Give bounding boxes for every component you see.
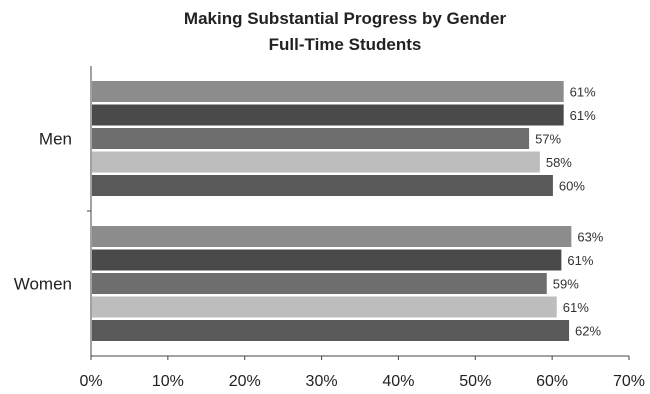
x-tick-label: 60% <box>536 373 568 390</box>
data-label-women-4: 61% <box>563 300 589 315</box>
bar-men-4 <box>92 151 540 173</box>
data-label-men-4: 58% <box>546 155 572 170</box>
bar-men-5 <box>92 175 553 196</box>
x-tick-label: 10% <box>152 373 184 390</box>
x-tick-label: 40% <box>382 373 414 390</box>
x-tick-label: 70% <box>613 373 645 390</box>
axes <box>87 66 629 357</box>
bar-women-5 <box>92 320 570 341</box>
bar-group <box>92 81 572 341</box>
x-tick-label: 20% <box>229 373 261 390</box>
bar-women-1 <box>92 226 572 247</box>
chart-subtitle: Full-Time Students <box>269 35 422 54</box>
data-label-men-3: 57% <box>535 132 561 147</box>
x-tick-label: 30% <box>306 373 338 390</box>
bar-men-3 <box>92 128 530 149</box>
bar-men-2 <box>92 104 564 126</box>
bar-women-4 <box>92 296 557 318</box>
category-label-women: Women <box>14 275 72 294</box>
bar-women-3 <box>92 273 547 294</box>
bar-men-1 <box>92 81 564 102</box>
category-label-group: Men Women <box>14 130 72 294</box>
data-label-men-5: 60% <box>559 179 585 194</box>
data-label-group: 61% 61% 57% 58% 60% 63% 61% 59% 61% 62% <box>535 85 604 339</box>
data-label-women-3: 59% <box>553 277 579 292</box>
bar-women-2 <box>92 249 562 271</box>
x-tick-label: 0% <box>79 373 102 390</box>
data-label-women-1: 63% <box>577 230 603 245</box>
chart-title: Making Substantial Progress by Gender <box>184 9 507 28</box>
data-label-men-1: 61% <box>570 85 596 100</box>
x-tick-group: 0% 10% 20% 30% 40% 50% 60% 70% <box>79 356 645 390</box>
x-tick-label: 50% <box>459 373 491 390</box>
data-label-men-2: 61% <box>570 108 596 123</box>
data-label-women-2: 61% <box>567 253 593 268</box>
category-label-men: Men <box>39 130 72 149</box>
data-label-women-5: 62% <box>575 324 601 339</box>
